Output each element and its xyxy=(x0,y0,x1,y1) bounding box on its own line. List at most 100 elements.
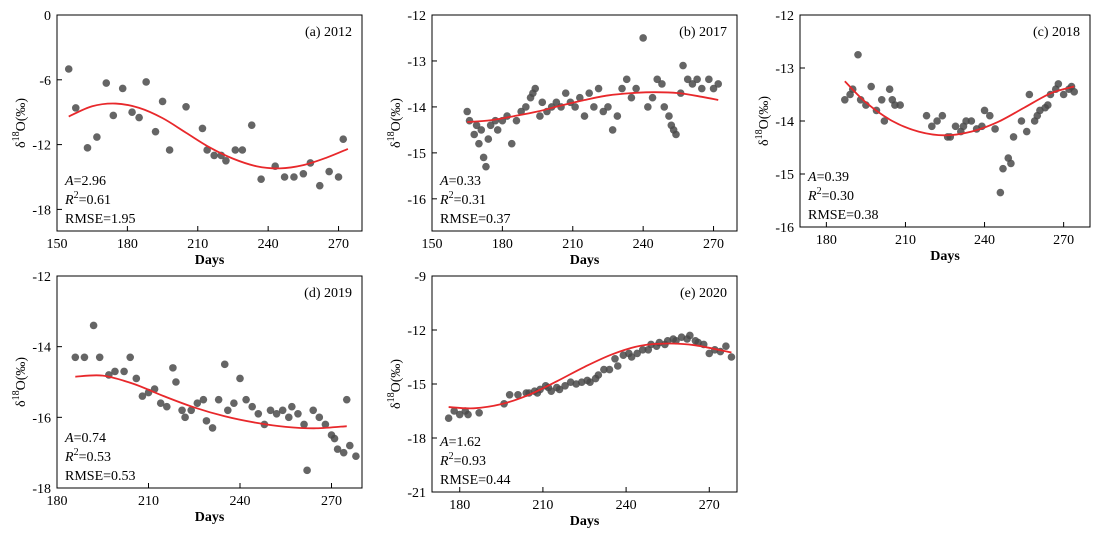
data-point xyxy=(71,104,80,112)
fit-curve xyxy=(844,80,1075,137)
stat-r2: R2=0.53 xyxy=(64,447,111,465)
data-point xyxy=(181,413,189,422)
data-point xyxy=(999,164,1007,173)
plot-frame xyxy=(56,275,363,489)
y-axis-label-rest: O(‰) xyxy=(757,96,772,130)
data-point xyxy=(315,413,324,422)
stat-a: A=0.74 xyxy=(64,431,106,446)
data-point xyxy=(714,80,723,88)
data-point xyxy=(854,50,862,59)
y-tick-label: -12 xyxy=(32,270,51,285)
data-point xyxy=(638,346,647,354)
panel-d: 180 210 240 270 -12 -14 -16 -18 Days δ18O(‰) (d) 2… xyxy=(11,270,363,525)
data-point xyxy=(672,130,680,139)
y-tick-label: -6 xyxy=(39,74,51,89)
data-point xyxy=(611,355,619,363)
data-point xyxy=(64,65,73,73)
x-tick-label: 210 xyxy=(532,498,553,513)
x-axis-label: Days xyxy=(195,253,225,268)
stat-r2-symbol: R xyxy=(439,454,449,469)
data-point xyxy=(538,98,547,107)
stat-rmse-label: RMSE xyxy=(65,212,103,227)
data-point xyxy=(266,406,275,415)
data-point xyxy=(126,353,134,362)
data-point xyxy=(951,122,960,131)
data-point xyxy=(1022,127,1031,136)
data-point xyxy=(639,34,647,42)
x-tick-label: 240 xyxy=(258,237,279,252)
x-tick-label: 270 xyxy=(699,498,720,513)
data-point xyxy=(93,133,101,141)
y-tick-label: -15 xyxy=(407,147,426,162)
data-point xyxy=(294,410,302,418)
y-axis-label-sup: 18 xyxy=(11,390,22,400)
data-point xyxy=(83,144,92,152)
data-point xyxy=(627,353,636,361)
x-tick-label: 270 xyxy=(321,494,342,509)
panel-label: (c) 2018 xyxy=(1033,25,1080,40)
data-point xyxy=(132,374,141,383)
y-tick-label: -12 xyxy=(407,324,426,339)
y-tick-label: -13 xyxy=(407,55,426,70)
y-tick-label: -12 xyxy=(407,9,426,24)
data-point xyxy=(627,93,636,102)
stat-a-symbol: A xyxy=(439,174,449,189)
data-point xyxy=(242,395,250,404)
x-tick-label: 210 xyxy=(562,237,583,252)
data-point xyxy=(342,395,351,404)
data-point xyxy=(576,93,584,102)
stat-r2: R2=0.31 xyxy=(439,190,486,208)
x-tick-label: 150 xyxy=(47,237,68,252)
x-tick-label: 270 xyxy=(703,237,724,252)
data-point xyxy=(665,112,673,120)
x-tick-label: 180 xyxy=(449,498,470,513)
data-point xyxy=(472,121,481,130)
data-point xyxy=(210,151,218,160)
data-point xyxy=(299,169,308,178)
data-point xyxy=(986,111,994,120)
data-point xyxy=(128,108,136,116)
data-point xyxy=(880,117,889,125)
stat-rmse-value: =0.37 xyxy=(478,212,510,227)
stat-rmse-value: =0.38 xyxy=(846,208,878,223)
stat-a-symbol: A xyxy=(439,435,449,450)
y-axis-label-sup: 18 xyxy=(386,392,397,402)
data-point xyxy=(505,391,514,399)
data-point xyxy=(463,107,471,116)
data-point xyxy=(1044,101,1052,109)
y-axis-label-sup: 18 xyxy=(386,131,397,141)
stat-a-symbol: A xyxy=(64,431,74,446)
stat-r2-symbol: R xyxy=(64,450,74,465)
data-point xyxy=(95,353,104,362)
data-point xyxy=(315,181,324,190)
data-point xyxy=(622,75,631,84)
data-point xyxy=(896,101,904,109)
data-point xyxy=(285,413,293,422)
y-tick-label: -14 xyxy=(775,115,794,130)
stat-a: A=2.96 xyxy=(64,174,106,189)
stat-r2-value: =0.93 xyxy=(454,454,486,469)
stat-rmse-label: RMSE xyxy=(808,208,846,223)
y-tick-label: -15 xyxy=(407,378,426,393)
data-point xyxy=(202,417,211,425)
data-point xyxy=(346,441,354,450)
y-axis-label: δ18O(‰) xyxy=(386,359,404,409)
data-point xyxy=(303,466,311,475)
stat-rmse: RMSE=1.95 xyxy=(65,212,136,227)
data-point xyxy=(967,117,976,125)
data-point xyxy=(600,365,608,374)
panel-label: (a) 2012 xyxy=(305,25,352,40)
stat-r2-sup: 2 xyxy=(74,447,79,458)
x-tick-label: 180 xyxy=(816,233,837,248)
data-point xyxy=(633,349,641,358)
data-point xyxy=(220,360,229,369)
x-tick-label: 150 xyxy=(422,237,443,252)
panel-label: (e) 2020 xyxy=(680,286,727,301)
data-point xyxy=(208,424,217,432)
stat-r2: R2=0.30 xyxy=(807,186,854,204)
stat-a-value: =0.74 xyxy=(74,431,106,446)
data-point xyxy=(325,167,333,176)
data-point xyxy=(236,374,244,383)
data-point xyxy=(165,146,174,154)
data-point xyxy=(455,410,464,419)
